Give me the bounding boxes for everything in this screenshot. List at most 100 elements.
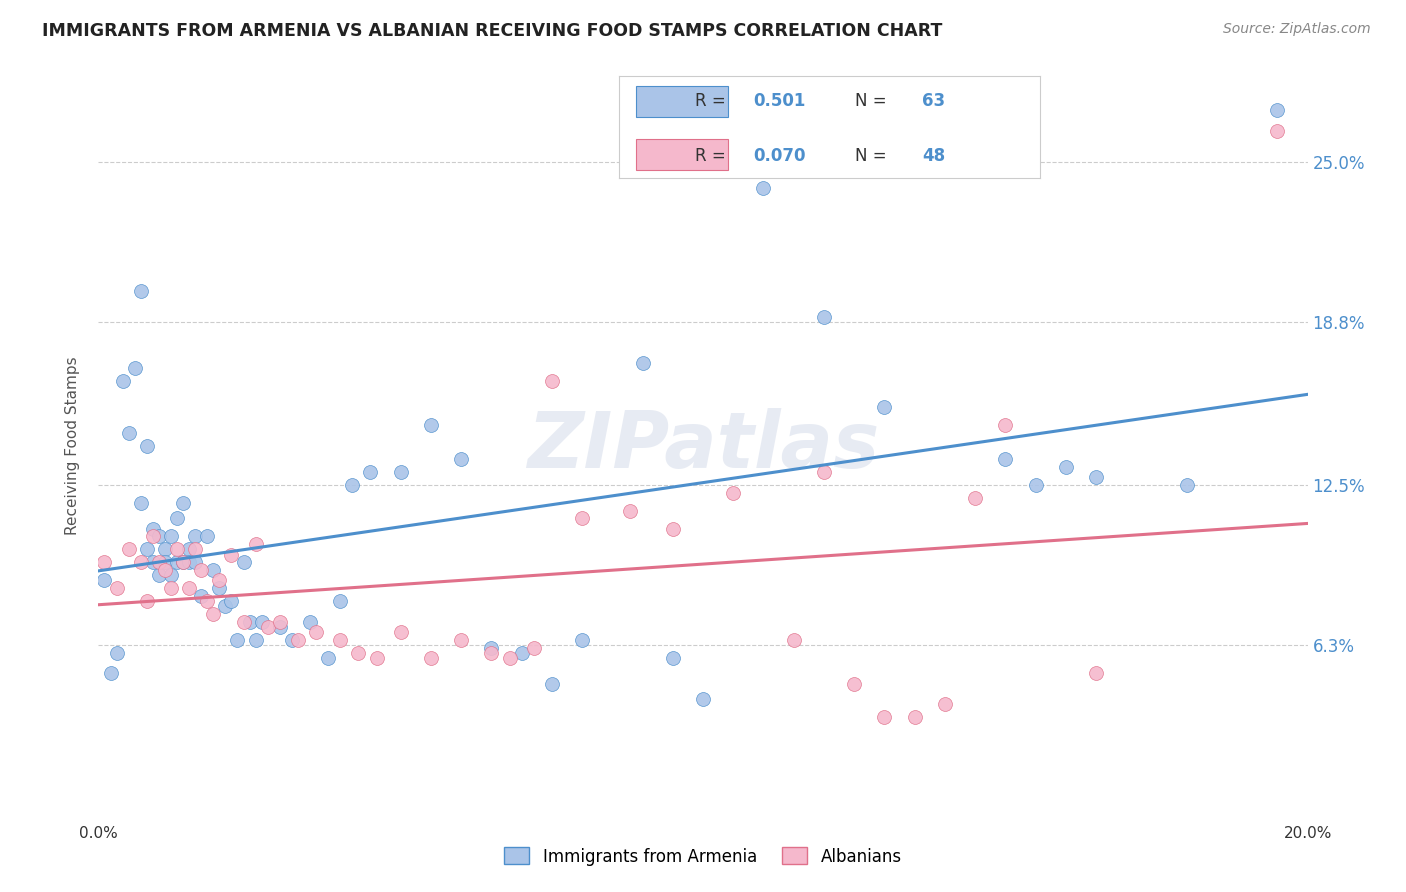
Point (571, 632, 593, 647)
Point (481, 646, 503, 660)
Point (153, 555, 176, 569)
Point (172, 496, 194, 510)
Point (661, 522, 683, 536)
Y-axis label: Receiving Food Stamps: Receiving Food Stamps (65, 357, 80, 535)
Point (342, 477, 364, 491)
Point (160, 568, 183, 582)
Point (214, 599, 236, 614)
Text: R =: R = (695, 147, 731, 165)
Point (873, 710, 896, 724)
Point (287, 632, 309, 647)
Point (523, 640, 546, 655)
Point (420, 651, 443, 665)
Point (619, 503, 641, 517)
Text: 48: 48 (922, 147, 945, 165)
Point (281, 632, 304, 647)
Point (184, 542, 207, 557)
Point (450, 451, 472, 466)
Text: R =: R = (695, 93, 731, 111)
Point (135, 594, 157, 608)
Point (232, 555, 254, 569)
Point (153, 563, 176, 577)
Point (783, 632, 806, 647)
Point (221, 548, 243, 562)
Point (190, 563, 212, 577)
Point (148, 555, 170, 569)
Point (221, 594, 243, 608)
Text: IMMIGRANTS FROM ARMENIA VS ALBANIAN RECEIVING FOOD STAMPS CORRELATION CHART: IMMIGRANTS FROM ARMENIA VS ALBANIAN RECE… (42, 22, 942, 40)
Point (329, 632, 352, 647)
Point (148, 529, 170, 543)
Point (1024, 477, 1046, 491)
Point (540, 676, 562, 690)
Point (571, 511, 593, 525)
Point (347, 646, 370, 660)
Point (105, 581, 128, 595)
Point (692, 692, 714, 706)
Point (934, 698, 956, 712)
Point (179, 581, 201, 595)
Point (202, 607, 225, 621)
Point (994, 451, 1017, 466)
Point (118, 426, 141, 441)
Point (195, 594, 218, 608)
Point (256, 620, 278, 634)
Point (129, 496, 152, 510)
Point (965, 491, 987, 505)
Point (245, 632, 267, 647)
Bar (636, 87, 728, 117)
Point (184, 529, 207, 543)
Point (299, 615, 322, 629)
Point (873, 401, 896, 415)
Text: N =: N = (855, 147, 891, 165)
Point (510, 646, 533, 660)
Point (450, 632, 472, 647)
Point (142, 529, 165, 543)
Point (172, 555, 194, 569)
Point (1175, 477, 1198, 491)
Point (1267, 103, 1289, 117)
Point (166, 511, 188, 525)
Point (142, 522, 165, 536)
Point (111, 375, 134, 389)
Point (631, 356, 654, 370)
Point (245, 537, 267, 551)
Point (148, 568, 170, 582)
Point (305, 625, 328, 640)
Point (160, 529, 183, 543)
Point (389, 625, 412, 640)
Point (129, 555, 152, 569)
Point (190, 589, 212, 603)
Point (172, 555, 194, 569)
Point (813, 310, 835, 324)
Point (420, 418, 443, 433)
Point (202, 563, 225, 577)
Point (498, 651, 520, 665)
Point (1085, 470, 1108, 484)
Point (366, 651, 388, 665)
Point (994, 418, 1017, 433)
Point (105, 646, 128, 660)
Point (540, 375, 562, 389)
Point (844, 676, 866, 690)
Text: 0.070: 0.070 (754, 147, 806, 165)
Bar (636, 139, 728, 170)
Point (813, 465, 835, 479)
Point (250, 615, 273, 629)
Point (184, 555, 207, 569)
Point (226, 632, 249, 647)
Point (661, 651, 683, 665)
Point (129, 284, 152, 298)
Point (232, 615, 254, 629)
Point (166, 542, 188, 557)
Point (166, 555, 188, 569)
Point (1085, 666, 1108, 681)
Point (239, 615, 262, 629)
Point (752, 180, 775, 194)
Point (135, 439, 157, 453)
Point (195, 529, 218, 543)
Text: N =: N = (855, 93, 891, 111)
Point (153, 542, 176, 557)
Point (160, 581, 183, 595)
Text: ZIPatlas: ZIPatlas (527, 408, 879, 484)
